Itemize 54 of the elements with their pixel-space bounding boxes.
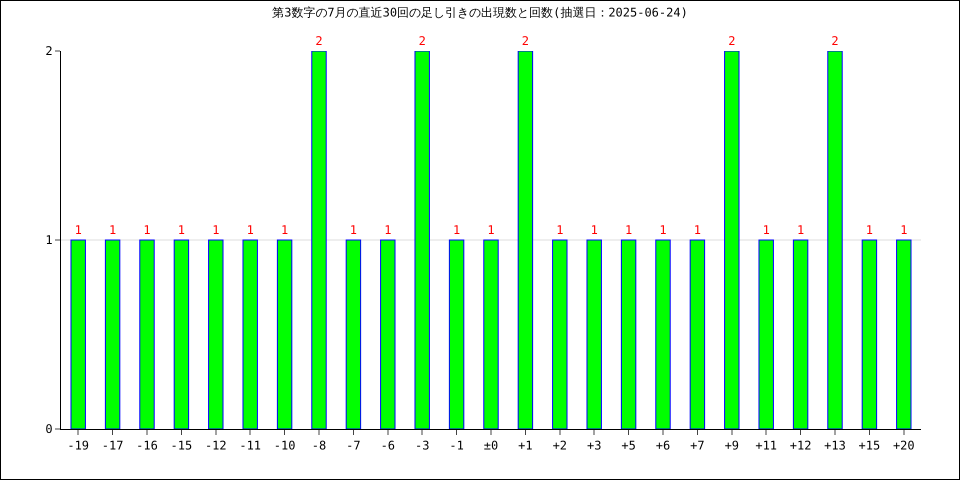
x-tick-label: +9 [724, 438, 740, 452]
data-label: 2 [315, 34, 323, 48]
data-label: 1 [350, 223, 358, 237]
data-label: 1 [280, 223, 288, 237]
data-label: 1 [556, 223, 564, 237]
chart-title: 第3数字の7月の直近30回の足し引きの出現数と回数(抽選日：2025-06-24) [272, 6, 688, 20]
data-label: 1 [694, 223, 702, 237]
data-label: 1 [212, 223, 220, 237]
x-tick-label: -1 [449, 438, 464, 452]
x-tick-label: -16 [136, 438, 158, 452]
data-label: 1 [866, 223, 874, 237]
x-tick-label: +15 [858, 438, 880, 452]
data-label: 1 [178, 223, 186, 237]
data-label: 1 [659, 223, 667, 237]
data-label: 1 [590, 223, 598, 237]
x-tick-label: ±0 [484, 438, 498, 452]
x-tick-label: -6 [380, 438, 396, 452]
y-tick-label: 0 [45, 422, 53, 436]
data-label: 2 [418, 34, 426, 48]
x-tick-label: +13 [824, 438, 846, 452]
data-label: 2 [831, 34, 839, 48]
x-tick-label: +5 [621, 438, 636, 452]
x-tick-label: -8 [312, 438, 326, 452]
data-label: 1 [487, 223, 495, 237]
x-tick-label: +20 [892, 438, 915, 452]
x-tick-label: -10 [274, 438, 296, 452]
x-tick-label: +12 [790, 438, 812, 452]
y-tick-label: 1 [45, 233, 53, 248]
x-tick-label: +2 [552, 438, 568, 452]
x-tick-label: -15 [170, 438, 192, 452]
x-tick-label: -7 [346, 438, 361, 452]
data-label: 1 [74, 223, 82, 237]
x-tick-label: -11 [239, 438, 262, 452]
data-label: 1 [900, 223, 908, 237]
x-tick-label: +3 [586, 438, 602, 452]
data-label: 1 [796, 223, 804, 237]
y-tick-label: 2 [45, 44, 53, 58]
data-label: 1 [246, 223, 254, 237]
x-tick-label: +7 [690, 438, 705, 452]
data-label: 2 [728, 34, 736, 48]
x-tick-label: +1 [518, 438, 533, 452]
data-label: 1 [108, 223, 116, 237]
data-label: 2 [522, 34, 530, 48]
data-label: 1 [762, 223, 770, 237]
x-tick-label: +11 [755, 438, 778, 452]
x-tick-label: -3 [414, 438, 430, 452]
data-label: 1 [452, 223, 460, 237]
x-tick-label: +6 [656, 438, 670, 452]
x-tick-label: -19 [67, 438, 90, 452]
data-label: 1 [143, 223, 151, 237]
x-tick-label: -12 [204, 438, 227, 452]
data-label: 1 [624, 223, 632, 237]
x-tick-label: -17 [102, 438, 124, 452]
data-label: 1 [384, 223, 392, 237]
